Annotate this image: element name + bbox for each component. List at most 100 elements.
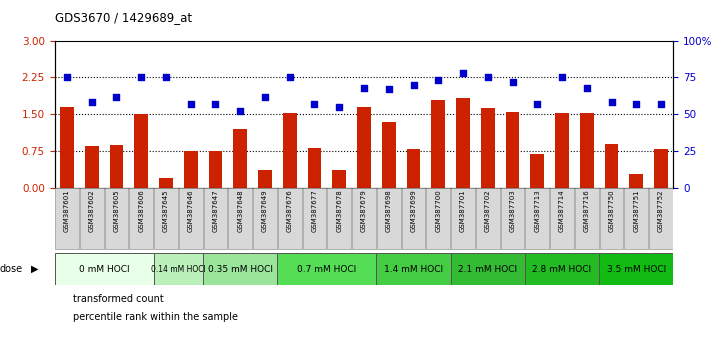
Bar <box>328 188 351 249</box>
Point <box>135 75 147 80</box>
Point <box>606 99 617 105</box>
Bar <box>649 188 673 249</box>
Point <box>383 86 395 92</box>
Bar <box>203 253 277 285</box>
Point <box>630 101 642 107</box>
Text: GSM387700: GSM387700 <box>435 189 441 232</box>
Bar <box>526 188 549 249</box>
Point <box>210 101 221 107</box>
Bar <box>184 151 197 188</box>
Bar <box>229 188 252 249</box>
Point <box>655 101 667 107</box>
Text: GSM387702: GSM387702 <box>485 189 491 232</box>
Bar <box>308 148 321 188</box>
Point <box>482 75 494 80</box>
Bar <box>501 188 524 249</box>
Text: GSM387645: GSM387645 <box>163 189 169 232</box>
Text: percentile rank within the sample: percentile rank within the sample <box>73 312 238 322</box>
Text: GSM387713: GSM387713 <box>534 189 540 232</box>
Text: GSM387606: GSM387606 <box>138 189 144 232</box>
Text: GSM387703: GSM387703 <box>510 189 515 232</box>
Bar <box>630 174 643 188</box>
Bar <box>159 178 173 188</box>
Point <box>358 85 370 91</box>
Text: GSM387751: GSM387751 <box>633 189 639 232</box>
Text: 0 mM HOCl: 0 mM HOCl <box>79 264 130 274</box>
Point <box>61 75 73 80</box>
Bar <box>55 188 79 249</box>
Bar <box>110 144 123 188</box>
Text: GSM387648: GSM387648 <box>237 189 243 232</box>
Text: GSM387605: GSM387605 <box>114 189 119 232</box>
Bar <box>377 188 400 249</box>
Text: 1.4 mM HOCl: 1.4 mM HOCl <box>384 264 443 274</box>
Bar <box>258 171 272 188</box>
Text: 2.1 mM HOCl: 2.1 mM HOCl <box>458 264 518 274</box>
Bar <box>179 188 202 249</box>
Bar <box>605 144 618 188</box>
Text: GDS3670 / 1429689_at: GDS3670 / 1429689_at <box>55 11 191 24</box>
Text: GSM387601: GSM387601 <box>64 189 70 232</box>
Text: GSM387678: GSM387678 <box>336 189 342 232</box>
Point <box>333 104 345 110</box>
Point <box>234 108 246 114</box>
Text: GSM387649: GSM387649 <box>262 189 268 232</box>
Point <box>284 75 296 80</box>
Text: GSM387752: GSM387752 <box>658 189 664 232</box>
Text: GSM387699: GSM387699 <box>411 189 416 232</box>
Text: GSM387602: GSM387602 <box>89 189 95 232</box>
Point <box>185 101 197 107</box>
Bar <box>506 112 519 188</box>
Bar <box>550 188 574 249</box>
Bar <box>55 253 154 285</box>
Bar <box>357 107 371 188</box>
Point <box>581 85 593 91</box>
Point <box>507 79 518 85</box>
Bar <box>130 188 153 249</box>
Text: 3.5 mM HOCl: 3.5 mM HOCl <box>606 264 666 274</box>
Text: 0.14 mM HOCl: 0.14 mM HOCl <box>151 264 206 274</box>
Point <box>111 94 122 99</box>
Bar <box>154 253 203 285</box>
Bar <box>654 149 668 188</box>
Bar <box>204 188 227 249</box>
Bar <box>427 188 450 249</box>
Bar <box>531 154 544 188</box>
Text: GSM387714: GSM387714 <box>559 189 565 232</box>
Bar <box>234 129 247 188</box>
Bar <box>376 253 451 285</box>
Bar <box>555 113 569 188</box>
Text: GSM387716: GSM387716 <box>584 189 590 232</box>
Bar <box>278 188 301 249</box>
Bar <box>283 113 296 188</box>
Point <box>309 101 320 107</box>
Bar <box>303 188 326 249</box>
Text: GSM387677: GSM387677 <box>312 189 317 232</box>
Text: dose: dose <box>0 264 23 274</box>
Point <box>408 82 419 88</box>
Point <box>531 101 543 107</box>
Text: GSM387676: GSM387676 <box>287 189 293 232</box>
Bar <box>407 149 420 188</box>
Bar <box>476 188 499 249</box>
Bar <box>625 188 648 249</box>
Bar <box>80 188 103 249</box>
Point <box>556 75 568 80</box>
Text: GSM387679: GSM387679 <box>361 189 367 232</box>
Bar <box>575 188 598 249</box>
Point <box>259 94 271 99</box>
Bar <box>382 121 395 188</box>
Bar <box>135 114 148 188</box>
Bar <box>154 188 178 249</box>
Bar <box>456 98 470 188</box>
Point <box>160 75 172 80</box>
Text: 0.7 mM HOCl: 0.7 mM HOCl <box>297 264 357 274</box>
Text: transformed count: transformed count <box>73 294 164 304</box>
Point <box>432 78 444 83</box>
Point <box>86 99 98 105</box>
Bar <box>105 188 128 249</box>
Text: 2.8 mM HOCl: 2.8 mM HOCl <box>532 264 592 274</box>
Text: GSM387750: GSM387750 <box>609 189 614 232</box>
Bar <box>600 188 623 249</box>
Bar <box>60 107 74 188</box>
